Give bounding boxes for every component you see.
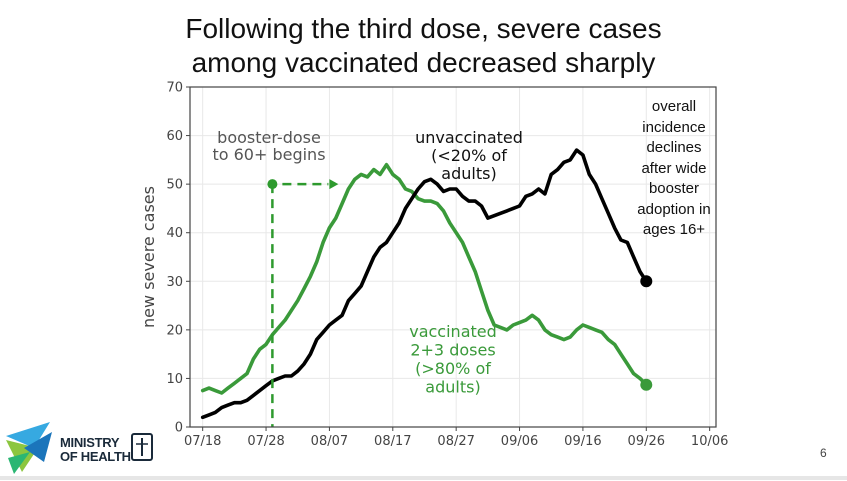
unvaccinated-label: unvaccinated bbox=[415, 128, 523, 147]
title-line-2: among vaccinated decreased sharply bbox=[191, 47, 656, 78]
vaccinated-end-point bbox=[640, 378, 653, 391]
side-note-line: adoption in bbox=[637, 200, 711, 218]
x-tick-label: 09/26 bbox=[628, 434, 665, 449]
y-tick-label: 40 bbox=[166, 226, 183, 241]
logo-line-1: MINISTRY bbox=[60, 435, 120, 450]
x-tick-label: 10/06 bbox=[691, 434, 728, 449]
y-tick-label: 60 bbox=[166, 129, 183, 144]
ministry-logo-icon bbox=[6, 422, 153, 474]
page-number: 6 bbox=[820, 446, 827, 460]
y-tick-label: 50 bbox=[166, 178, 183, 193]
y-tick-label: 70 bbox=[166, 81, 183, 96]
booster-label: to 60+ begins bbox=[212, 145, 325, 164]
vaccinated-label: 2+3 doses bbox=[410, 341, 495, 360]
slide-bottom-divider bbox=[0, 476, 847, 480]
y-axis-label: new severe cases bbox=[139, 186, 158, 328]
y-tick-label: 0 bbox=[175, 421, 183, 436]
vaccinated-label: (>80% of bbox=[415, 359, 491, 378]
x-tick-label: 08/07 bbox=[311, 434, 348, 449]
overall-incidence-note: overall incidence declines after wide booste… bbox=[614, 97, 734, 241]
unvaccinated-series-line bbox=[200, 148, 649, 420]
booster-label: booster-dose bbox=[217, 128, 321, 147]
side-note-line: declines bbox=[646, 139, 702, 156]
unvaccinated-end-point bbox=[640, 275, 653, 288]
vaccinated-series-line bbox=[200, 162, 649, 395]
x-tick-label: 08/17 bbox=[374, 434, 411, 449]
side-note-line: incidence bbox=[642, 118, 706, 136]
side-note-line: after wide bbox=[641, 159, 707, 177]
y-tick-label: 20 bbox=[166, 323, 183, 338]
x-tick-label: 09/06 bbox=[501, 434, 538, 449]
vaccinated-label: vaccinated bbox=[409, 322, 497, 341]
booster-start-point bbox=[267, 179, 278, 190]
plot-frame bbox=[189, 86, 717, 428]
x-tick-label: 09/16 bbox=[564, 434, 601, 449]
vaccinated-label: adults) bbox=[425, 378, 480, 397]
ministry-of-health-logo: MINISTRY OF HEALTH bbox=[4, 418, 164, 476]
side-note-line: booster bbox=[648, 180, 700, 197]
slide-title: Following the third dose, severe cases a… bbox=[0, 12, 847, 80]
x-tick-label: 07/28 bbox=[247, 434, 284, 449]
unvaccinated-label: (<20% of bbox=[431, 146, 507, 165]
unvaccinated-label: adults) bbox=[441, 164, 496, 183]
title-line-1: Following the third dose, severe cases bbox=[185, 13, 662, 44]
logo-line-2: OF HEALTH bbox=[60, 449, 131, 464]
ministry-logo-text: MINISTRY OF HEALTH bbox=[60, 436, 131, 464]
y-tick-label: 30 bbox=[166, 275, 183, 290]
side-note-line: ages 16+ bbox=[642, 221, 706, 238]
y-tick-label: 10 bbox=[166, 372, 183, 387]
x-tick-label: 08/27 bbox=[437, 434, 474, 449]
x-tick-label: 07/18 bbox=[184, 434, 221, 449]
side-note-line: overall bbox=[651, 98, 697, 115]
booster-arrowhead bbox=[329, 179, 339, 190]
